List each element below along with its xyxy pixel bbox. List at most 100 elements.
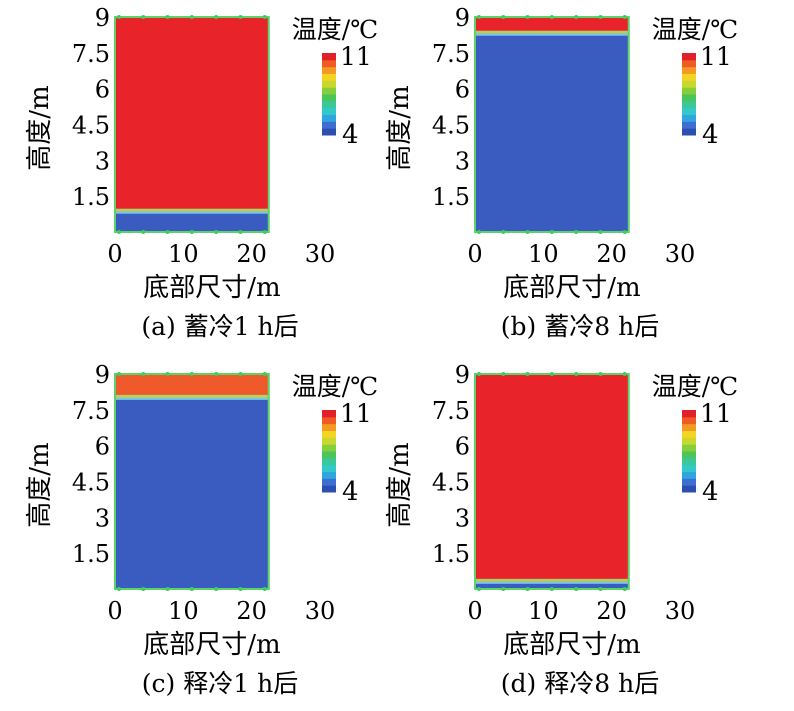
x-tick-label: 20	[236, 240, 267, 268]
y-tick-label: 6	[455, 433, 470, 461]
thermocline-band	[475, 581, 629, 584]
colorbar-swatch	[322, 444, 336, 452]
colorbar-min-label: 4	[702, 120, 719, 150]
colorbar-swatch	[682, 73, 696, 81]
panel-a: 1.5 3 4.5 6 7.5 9 0 10 20 30 高度/m 底部尺寸/m (a) 蓄冷1 h后 温…	[25, 4, 378, 341]
colorbar-swatch	[322, 478, 336, 486]
colorbar-swatch	[322, 464, 336, 472]
x-axis-label: 底部尺寸/m	[143, 273, 280, 303]
thermocline-band	[115, 208, 269, 212]
boundary-dot	[477, 15, 481, 19]
panel-caption: (d) 释冷8 h后	[501, 669, 659, 698]
y-tick-label: 7.5	[432, 40, 470, 68]
colorbar-swatch	[322, 128, 336, 136]
boundary-dot	[189, 587, 194, 591]
colorbar-swatch	[322, 87, 336, 95]
colorbar-swatch	[322, 73, 336, 81]
colorbar-swatch	[682, 121, 696, 129]
colorbar-min-label: 4	[342, 120, 359, 150]
temperature-layer-warm_mix	[115, 374, 269, 398]
y-tick-label: 3	[95, 147, 110, 175]
x-tick-label: 20	[596, 597, 627, 625]
x-tick-label: 10	[168, 240, 199, 268]
thermocline-band	[475, 30, 629, 34]
x-tick-label: 0	[107, 597, 122, 625]
y-tick-label: 7.5	[72, 40, 110, 68]
colorbar-min-label: 4	[342, 477, 359, 507]
y-tick-label: 1.5	[432, 540, 470, 568]
colorbar-max-label: 11	[700, 42, 732, 71]
boundary-dot	[117, 587, 121, 591]
boundary-dot	[598, 15, 603, 19]
y-tick-label: 3	[455, 504, 470, 532]
colorbar-swatch	[322, 457, 336, 466]
colorbar-min-label: 4	[702, 477, 719, 507]
boundary-dot	[189, 230, 194, 234]
y-axis-label: 高度/m	[385, 442, 415, 527]
colorbar-swatch	[682, 430, 696, 438]
colorbar-swatch	[322, 107, 336, 115]
colorbar-swatch	[322, 451, 336, 459]
y-tick-label: 6	[455, 76, 470, 104]
x-axis-label: 底部尺寸/m	[143, 630, 280, 660]
colorbar-title: 温度/℃	[652, 372, 738, 401]
thermocline-band	[475, 33, 629, 36]
colorbar-swatch	[322, 485, 336, 493]
temperature-layer-warm	[475, 374, 629, 582]
y-tick-label: 3	[455, 147, 470, 175]
x-tick-label: 10	[528, 240, 559, 268]
boundary-dot	[574, 372, 579, 376]
boundary-dot	[477, 372, 481, 376]
colorbar-max-label: 11	[340, 42, 372, 71]
y-tick-label: 9	[455, 361, 470, 389]
y-axis-label: 高度/m	[385, 85, 415, 170]
temperature-layer-warm	[475, 17, 629, 34]
colorbar-swatch	[682, 410, 696, 418]
temperature-layer-cold	[115, 397, 269, 589]
boundary-dot	[117, 230, 121, 234]
y-tick-label: 1.5	[72, 540, 110, 568]
x-tick-label: 30	[665, 240, 696, 268]
colorbar-swatch	[682, 485, 696, 493]
colorbar-swatch	[682, 471, 696, 479]
boundary-dot	[141, 587, 146, 591]
boundary-dot	[238, 15, 243, 19]
boundary-dot	[622, 587, 627, 591]
x-tick-label: 0	[107, 240, 122, 268]
x-tick-label: 0	[467, 240, 482, 268]
colorbar-swatch	[682, 59, 696, 68]
boundary-dot	[525, 372, 530, 376]
thermocline-band	[115, 397, 269, 400]
colorbar-swatch	[322, 471, 336, 479]
boundary-dot	[165, 372, 170, 376]
y-tick-label: 4.5	[72, 469, 110, 497]
panel-caption: (b) 蓄冷8 h后	[501, 312, 659, 341]
x-axis-label: 底部尺寸/m	[503, 630, 640, 660]
thermocline-band	[115, 394, 269, 398]
panel-caption: (c) 释冷1 h后	[142, 669, 298, 698]
colorbar-swatch	[322, 430, 336, 438]
boundary-dot	[141, 372, 146, 376]
y-tick-label: 7.5	[72, 397, 110, 425]
colorbar-swatch	[682, 457, 696, 466]
y-axis-label: 高度/m	[25, 442, 55, 527]
boundary-dot	[117, 15, 121, 19]
colorbar-swatch	[682, 87, 696, 95]
boundary-dot	[574, 587, 579, 591]
y-tick-label: 9	[95, 4, 110, 32]
temperature-layer-warm	[115, 17, 269, 212]
boundary-dot	[189, 372, 194, 376]
boundary-dot	[189, 15, 194, 19]
x-axis-label: 底部尺寸/m	[503, 273, 640, 303]
boundary-dot	[574, 15, 579, 19]
panel-d: 1.5 3 4.5 6 7.5 9 0 10 20 30 高度/m 底部尺寸/m (d) 释冷8 h后 温…	[385, 361, 738, 698]
boundary-dot	[622, 230, 627, 234]
temperature-layer-cold	[475, 581, 629, 589]
y-tick-label: 4.5	[432, 469, 470, 497]
boundary-dot	[622, 15, 627, 19]
colorbar-swatch	[322, 410, 336, 418]
colorbar-swatch	[322, 121, 336, 129]
colorbar-swatch	[682, 114, 696, 122]
y-tick-label: 4.5	[72, 112, 110, 140]
colorbar-max-label: 11	[340, 399, 372, 428]
